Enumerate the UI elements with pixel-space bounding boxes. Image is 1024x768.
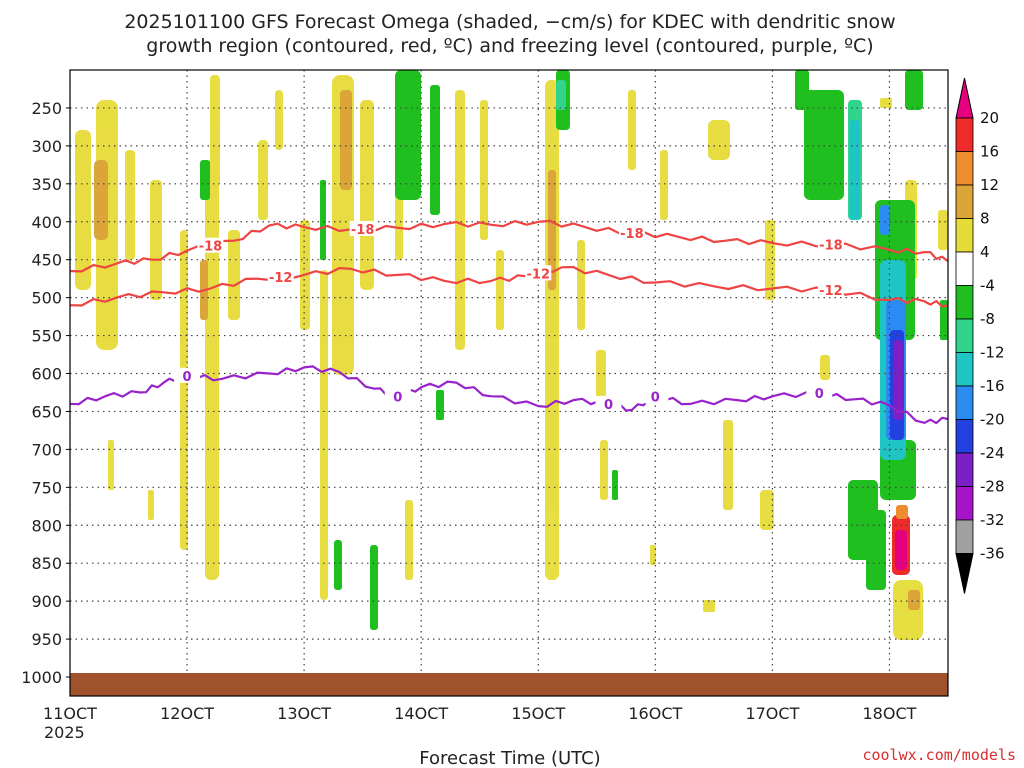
contour-label-bg xyxy=(817,282,844,298)
colorbar-level-label: -28 xyxy=(980,478,1005,496)
colorbar-level-label: 12 xyxy=(980,176,999,194)
x-tick-label: 16OCT xyxy=(628,704,682,723)
contour-label: -18 xyxy=(819,239,843,254)
contour-label-bg xyxy=(384,388,411,404)
y-tick-label: 1000 xyxy=(21,668,62,687)
colorbar-swatch xyxy=(955,419,974,454)
colorbar-swatch xyxy=(955,285,974,320)
y-tick-label: 650 xyxy=(31,402,62,421)
y-tick-label: 700 xyxy=(31,440,62,459)
contour-label-bg xyxy=(806,385,833,401)
y-tick-label: 950 xyxy=(31,630,62,649)
y-tick-label: 350 xyxy=(31,175,62,194)
colorbar-level-label: -12 xyxy=(980,344,1005,362)
colorbar-level-label: -16 xyxy=(980,377,1005,395)
contour-label: 0 xyxy=(393,390,402,405)
plot-frame xyxy=(69,69,949,697)
x-tick-label: 13OCT xyxy=(277,704,331,723)
colorbar-level-label: -8 xyxy=(980,310,995,328)
colorbar-level-label: 8 xyxy=(980,210,990,228)
colorbar-level-label: 16 xyxy=(980,143,999,161)
x-axis: 11OCT 12OCT 13OCT 14OCT 15OCT 16OCT 17OCT 18OCT xyxy=(43,704,917,723)
contour-label: 0 xyxy=(651,390,660,405)
contour-label: -12 xyxy=(819,284,843,299)
y-tick-label: 850 xyxy=(31,554,62,573)
y-tick-label: 450 xyxy=(31,251,62,270)
contour-label: -12 xyxy=(269,271,293,286)
omega-shading xyxy=(75,70,948,640)
contour-label: 0 xyxy=(815,387,824,402)
contour-label: -18 xyxy=(199,240,223,255)
y-tick-label: 550 xyxy=(31,327,62,346)
colorbar-level-label: 4 xyxy=(980,243,990,261)
colorbar-swatch xyxy=(955,385,974,420)
y-tick-label: 800 xyxy=(31,516,62,535)
contour-label-bg xyxy=(197,237,224,253)
colorbar-swatch xyxy=(955,117,974,152)
contour-label: 0 xyxy=(604,398,613,413)
x-tick-label: 17OCT xyxy=(745,704,799,723)
contour-label: -18 xyxy=(351,223,375,238)
colorbar-bottom-triangle xyxy=(955,553,974,594)
colorbar-top-triangle xyxy=(955,77,974,119)
y-tick-label: 400 xyxy=(31,213,62,232)
chart-title-line1: 2025101100 GFS Forecast Omega (shaded, −… xyxy=(124,11,895,33)
colorbar-level-label: -32 xyxy=(980,511,1005,529)
contour-label: -18 xyxy=(620,227,644,242)
colorbar-level-label: -20 xyxy=(980,411,1005,429)
credit-text: coolwx.com/models xyxy=(862,746,1016,764)
x-tick-label: 11OCT xyxy=(43,704,97,723)
y-axis: 250 300 350 400 450 500 550 600 650 700 750 800 850 9… xyxy=(21,99,70,687)
ground-surface xyxy=(70,673,948,696)
contour-label-bg xyxy=(525,265,552,281)
colorbar-swatch xyxy=(955,251,974,286)
x-year-label: 2025 xyxy=(44,723,85,742)
y-tick-label: 250 xyxy=(31,99,62,118)
contour-label: 0 xyxy=(183,370,192,385)
colorbar-swatch xyxy=(955,519,974,554)
contour-label-bg xyxy=(267,268,294,284)
contour-label-bg xyxy=(817,236,844,252)
contours: -18 -18 -18 -18 -12 -12 -12 0 0 0 0 0 xyxy=(70,219,948,425)
x-tick-label: 14OCT xyxy=(394,704,448,723)
colorbar-swatch xyxy=(955,318,974,353)
y-tick-label: 600 xyxy=(31,365,62,384)
contour-label-bg xyxy=(595,395,622,411)
contour-label-bg xyxy=(349,220,376,236)
colorbar-level-label: -24 xyxy=(980,444,1005,462)
colorbar-level-label: 20 xyxy=(980,109,999,127)
colorbar: 20 16 12 8 4 -4 -8 -12 -16 -20 -24 -28 -32 -36 xyxy=(955,77,1005,594)
colorbar-level-label: -36 xyxy=(980,545,1005,563)
colorbar-swatch xyxy=(955,452,974,487)
chart-title-line2: growth region (contoured, red, ºC) and f… xyxy=(146,35,873,57)
x-axis-label: Forecast Time (UTC) xyxy=(419,748,600,768)
x-tick-label: 12OCT xyxy=(160,704,214,723)
contour-label-bg xyxy=(642,388,669,404)
contour-label-bg xyxy=(618,225,645,241)
colorbar-swatch xyxy=(955,352,974,387)
y-tick-label: 500 xyxy=(31,289,62,308)
contour-label: -12 xyxy=(527,267,551,282)
colorbar-swatch xyxy=(955,486,974,521)
colorbar-level-label: -4 xyxy=(980,277,995,295)
x-tick-label: 18OCT xyxy=(863,704,917,723)
colorbar-swatch xyxy=(955,151,974,186)
colorbar-swatch xyxy=(955,184,974,219)
x-tick-label: 15OCT xyxy=(511,704,565,723)
y-tick-label: 900 xyxy=(31,592,62,611)
y-tick-label: 750 xyxy=(31,478,62,497)
contour-label-bg xyxy=(174,367,201,383)
y-tick-label: 300 xyxy=(31,137,62,156)
colorbar-swatch xyxy=(955,218,974,253)
